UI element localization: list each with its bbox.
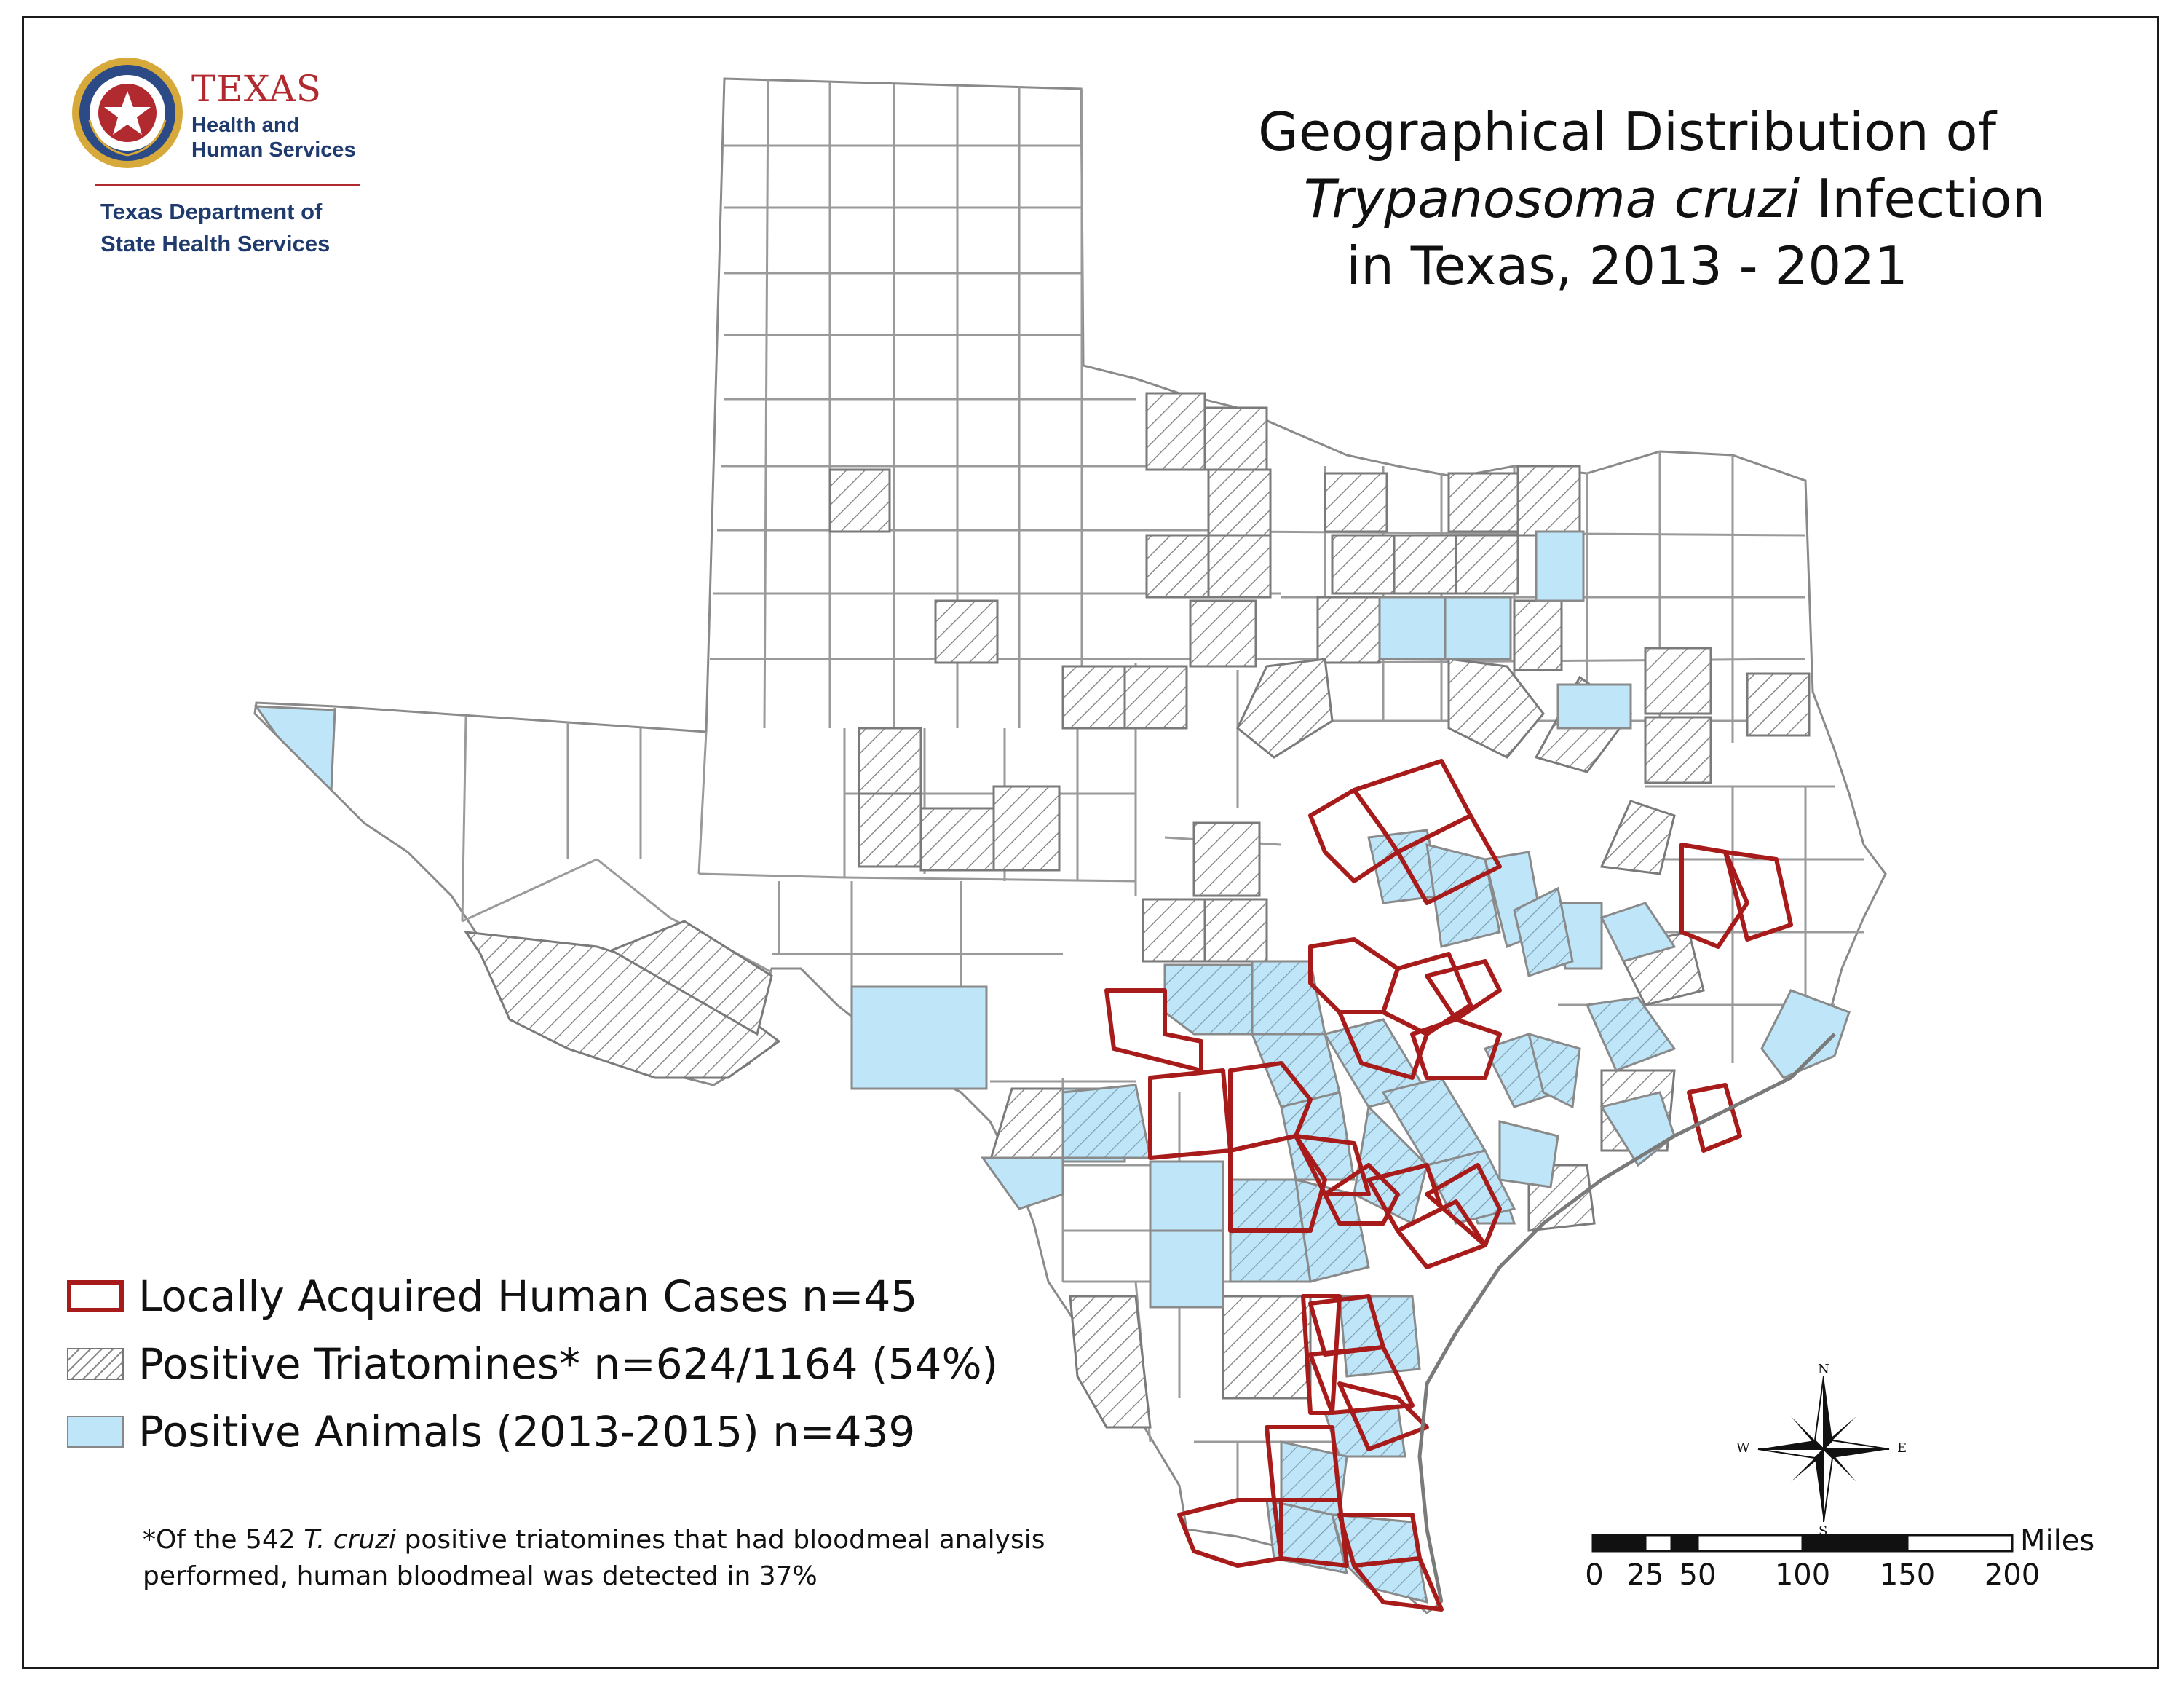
logo-title: TEXAS [191,68,323,110]
footnote: *Of the 542 T. cruzi positive triatomine… [143,1522,1089,1595]
scale-tick-150: 150 [1879,1558,1936,1592]
title-line-3: in Texas, 2013 - 2021 [1346,235,1908,296]
logo-divider [95,184,360,186]
compass-e: E [1897,1440,1907,1456]
scale-tick-100: 100 [1774,1558,1831,1592]
dshs-logo: TEXAS Health and Human Services Texas De… [69,55,375,273]
legend-swatch-red [67,1280,124,1312]
logo-subtitle: Health and Human Services [191,114,356,162]
footnote-species: T. cruzi [304,1525,397,1555]
scale-tick-50: 50 [1679,1558,1717,1592]
legend-swatch-hatch [67,1348,124,1380]
legend-item-animals: Positive Animals (2013-2015) n=439 [67,1407,916,1456]
title-line-1: Geographical Distribution of [1258,101,1996,162]
legend-swatch-blue [67,1416,124,1448]
footnote-post: positive triatomines that had bloodmeal … [143,1525,1045,1591]
legend-item-triatomines: Positive Triatomines* n=624/1164 (54%) [67,1339,999,1389]
human-case-counties [1104,759,1793,1612]
logo-department: Texas Department of State Health Service… [100,199,331,256]
scale-tick-200: 200 [1984,1558,2041,1592]
scale-bar [1591,1534,2014,1553]
compass-n: N [1818,1362,1829,1377]
title-infection: Infection [1800,168,2046,229]
legend-label: Positive Animals (2013-2015) n=439 [138,1407,916,1456]
texas-seal-icon [72,58,183,168]
title-line-2: Trypanosoma cruzi Infection [1208,165,2140,232]
legend-label: Locally Acquired Human Cases n=45 [138,1271,918,1321]
legend-item-human-cases: Locally Acquired Human Cases n=45 [67,1271,918,1321]
legend-label: Positive Triatomines* n=624/1164 (54%) [138,1339,999,1389]
map-frame [22,16,2159,1669]
scale-tick-0: 0 [1585,1558,1604,1592]
footnote-pre: *Of the 542 [143,1525,304,1555]
compass-w: W [1736,1440,1750,1456]
coastline [1417,1033,1836,1603]
scale-unit: Miles [2020,1524,2095,1558]
scale-tick-25: 25 [1626,1558,1664,1592]
title-species: Trypanosoma cruzi [1303,168,1800,229]
compass-rose-icon [1757,1376,1890,1523]
compass-s: S [1819,1523,1828,1539]
map-title: Geographical Distribution of Trypanosoma… [1194,98,2140,299]
